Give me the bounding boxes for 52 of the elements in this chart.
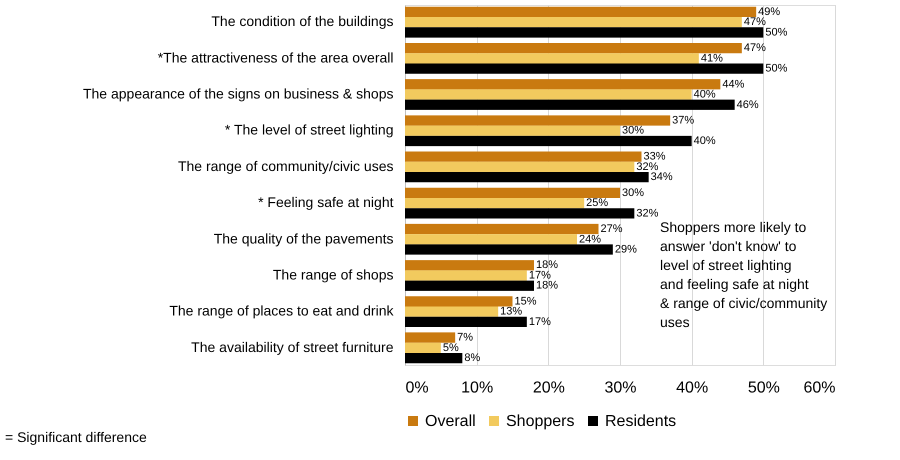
x-tick-label: 50% <box>748 380 780 396</box>
data-label: 18% <box>536 259 558 272</box>
x-tick-label: 10% <box>461 380 494 396</box>
data-label: 7% <box>457 332 474 344</box>
x-tick-label: 0% <box>406 380 429 396</box>
data-label: 24% <box>579 233 602 246</box>
data-label: 47% <box>744 16 766 28</box>
annotation: Shoppers more likely to answer 'don't know' to level of street lighting and feeling safe at night & range of civic/community uses <box>660 219 828 330</box>
data-label: 41% <box>700 52 724 64</box>
data-label: 15% <box>514 295 537 308</box>
data-label: 30% <box>622 124 644 137</box>
data-label: 34% <box>650 171 673 184</box>
data-label: 30% <box>622 186 644 199</box>
data-label: 46% <box>736 98 759 111</box>
y-tick-label: The quality of the pavements <box>214 230 394 246</box>
data-label: 29% <box>614 244 638 256</box>
x-tick-label: 60% <box>803 380 836 396</box>
data-label: 27% <box>600 223 623 236</box>
y-tick-label: The range of community/civic uses <box>178 158 394 174</box>
data-label: 13% <box>500 306 522 318</box>
data-label: 50% <box>765 26 788 38</box>
x-tick-label: 40% <box>676 380 708 396</box>
data-label: 5% <box>442 342 459 354</box>
y-tick-label: * The level of street lighting <box>224 122 394 138</box>
text: = Significant difference <box>5 429 147 445</box>
data-label: 17% <box>528 316 552 328</box>
data-label: 40% <box>694 88 716 101</box>
legend-label: Residents <box>605 413 676 430</box>
y-tick-label: *The attractiveness of the area overall <box>158 49 394 66</box>
x-tick-label: 30% <box>604 380 637 396</box>
data-label: 32% <box>636 160 659 173</box>
y-tick-label: * Feeling safe at night <box>258 194 394 210</box>
y-tick-label: The range of places to eat and drink <box>169 302 394 319</box>
data-label: 32% <box>636 207 659 220</box>
data-label: 44% <box>722 78 745 90</box>
legend-label: Overall <box>425 413 476 430</box>
data-label: 8% <box>464 352 480 364</box>
data-label: 49% <box>758 6 780 18</box>
y-tick-label: The appearance of the signs on business & shops <box>82 86 394 102</box>
data-label: 37% <box>672 114 694 126</box>
data-label: 18% <box>536 280 558 292</box>
y-tick-label: The condition of the buildings <box>211 13 394 30</box>
data-label: 50% <box>765 62 788 75</box>
x-tick-label: 20% <box>532 380 565 396</box>
data-label: 47% <box>744 42 766 54</box>
data-label: 33% <box>644 150 666 163</box>
data-label: 17% <box>528 269 552 282</box>
y-tick-label: The range of shops <box>272 266 394 282</box>
data-label: 25% <box>586 197 608 210</box>
data-label: 40% <box>694 134 716 147</box>
y-tick-label: The availability of street furniture <box>191 338 394 355</box>
legend-label: Shoppers <box>506 413 574 430</box>
